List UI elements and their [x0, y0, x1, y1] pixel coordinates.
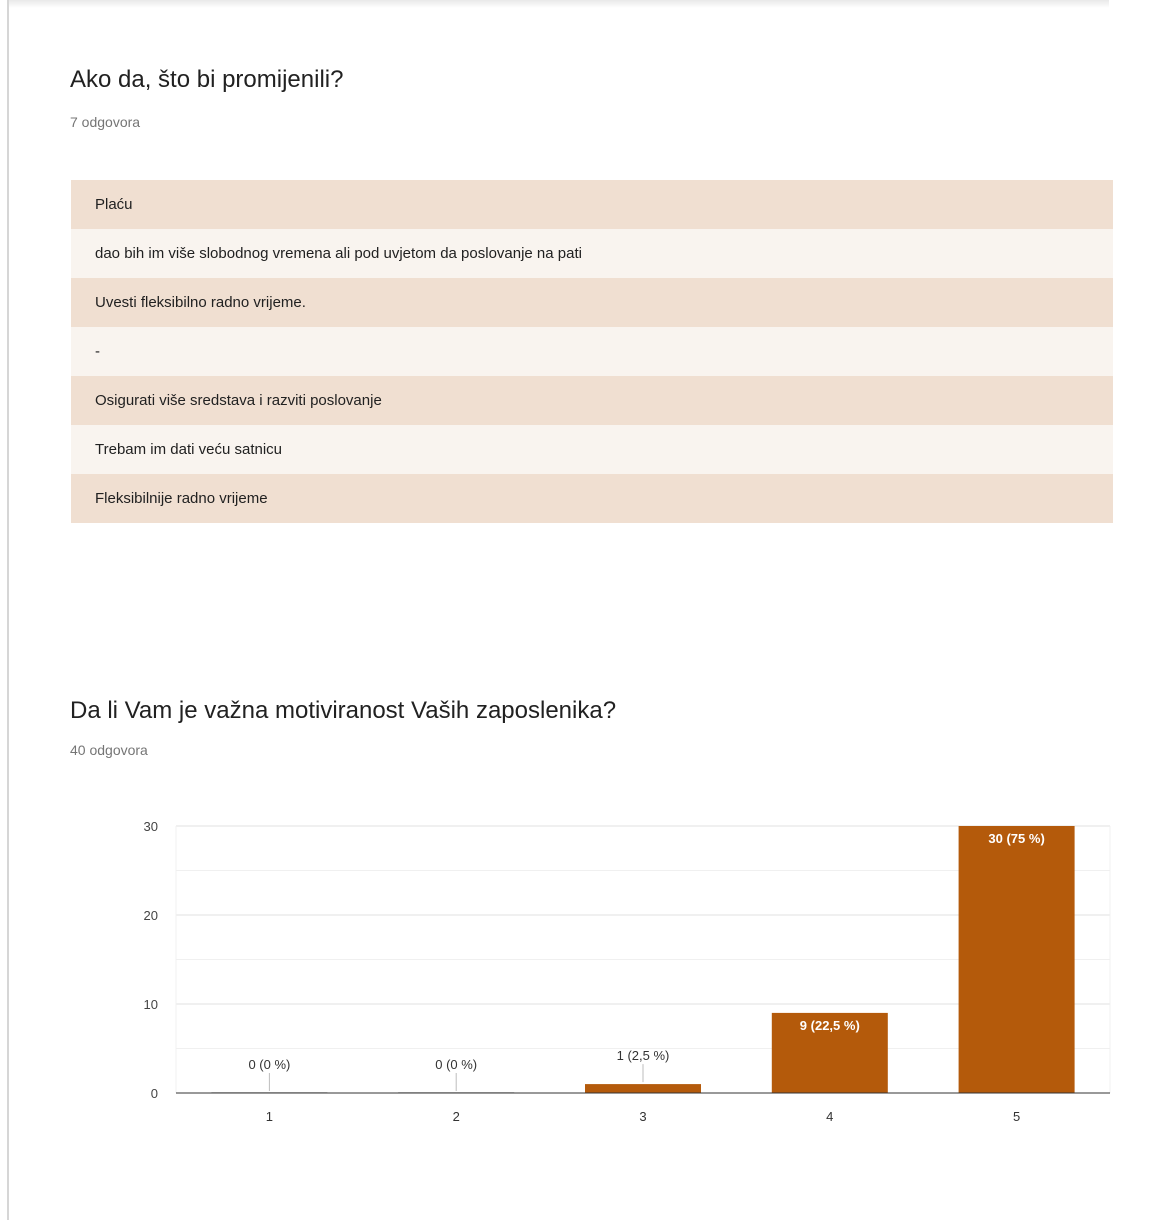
response-count: 40 odgovora	[70, 742, 148, 758]
bar-chart: 0 10 20 30 0 (0 %) 1 0 (0 %) 2 1 (2,5 %) 3 9 (22,5…	[144, 819, 1111, 1124]
data-label: 9 (22,5 %)	[800, 1018, 860, 1033]
data-label: 0 (0 %)	[248, 1057, 290, 1072]
bar	[771, 1012, 888, 1093]
answer-row: Osigurati više sredstava i razviti poslo…	[71, 376, 1113, 425]
data-label: 0 (0 %)	[435, 1057, 477, 1072]
answer-row: Trebam im dati veću satnicu	[71, 425, 1113, 474]
bar	[958, 826, 1075, 1093]
answer-row: Uvesti fleksibilno radno vrijeme.	[71, 278, 1113, 327]
x-tick-label: 4	[826, 1109, 833, 1124]
answer-row: -	[71, 327, 1113, 376]
answer-row: Fleksibilnije radno vrijeme	[71, 474, 1113, 523]
x-tick-label: 5	[1013, 1109, 1020, 1124]
y-tick-label: 10	[144, 997, 158, 1012]
y-tick-label: 20	[144, 908, 158, 923]
answer-row: dao bih im više slobodnog vremena ali po…	[71, 229, 1113, 278]
question-title: Ako da, što bi promijenili?	[70, 66, 344, 93]
bar	[585, 1084, 701, 1093]
answer-row: Plaću	[71, 180, 1113, 229]
data-label: 30 (75 %)	[988, 831, 1044, 846]
y-tick-label: 30	[144, 819, 158, 834]
x-tick-label: 2	[453, 1109, 460, 1124]
x-tick-label: 3	[639, 1109, 646, 1124]
x-tick-label: 1	[266, 1109, 273, 1124]
answers-list: Plaću dao bih im više slobodnog vremena …	[71, 180, 1113, 523]
card-left-border	[7, 0, 9, 1220]
response-count: 7 odgovora	[70, 114, 141, 130]
question-title: Da li Vam je važna motiviranost Vaših za…	[70, 697, 617, 724]
card-top-shadow	[9, 0, 1109, 8]
data-label: 1 (2,5 %)	[617, 1048, 670, 1063]
y-tick-label: 0	[151, 1086, 158, 1101]
